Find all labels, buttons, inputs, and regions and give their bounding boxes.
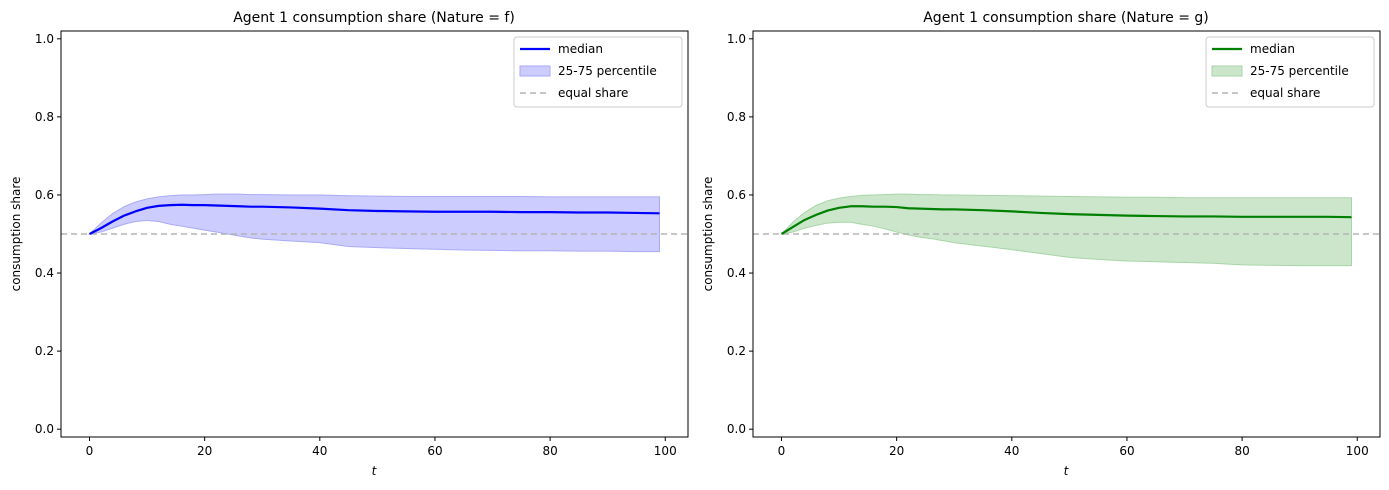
y-tick-label: 0.2 <box>35 344 54 358</box>
legend-median-label: median <box>1250 42 1295 56</box>
y-tick-label: 0.0 <box>35 422 54 436</box>
plot-layer <box>61 193 688 253</box>
x-tick-label: 60 <box>1119 444 1134 458</box>
legend-median-label: median <box>558 42 603 56</box>
plot-layer <box>753 193 1380 267</box>
subplot-nature-g: Agent 1 consumption share (Nature = g) 0… <box>701 10 1381 478</box>
y-tick-label: 0.6 <box>727 188 746 202</box>
percentile-band <box>87 193 660 253</box>
legend-band-label: 25-75 percentile <box>558 64 657 78</box>
median-line <box>89 203 660 235</box>
percentile-band <box>780 193 1352 267</box>
y-tick-label: 1.0 <box>35 32 54 46</box>
legend-equal-share-label: equal share <box>558 86 628 100</box>
x-tick-label: 40 <box>312 444 327 458</box>
x-tick-label: 20 <box>889 444 904 458</box>
y-tick-label: 0.8 <box>35 110 54 124</box>
plot-frame <box>60 30 689 438</box>
ticks-layer: 0 20 40 60 80 100 0.0 0.2 0.4 0.6 0.8 1.0 <box>727 32 1369 458</box>
chart-title: Agent 1 consumption share (Nature = f) <box>233 10 515 26</box>
y-axis-label: consumption share <box>701 177 715 292</box>
legend-band-label: 25-75 percentile <box>1250 64 1349 78</box>
y-tick-label: 0.4 <box>727 266 746 280</box>
x-tick-label: 20 <box>197 444 212 458</box>
legend-frame <box>1205 36 1375 108</box>
median-line <box>780 205 1352 235</box>
x-tick-label: 80 <box>1234 444 1249 458</box>
y-tick-label: 0.4 <box>35 266 54 280</box>
y-tick-label: 0.6 <box>35 188 54 202</box>
y-tick-label: 0.2 <box>727 344 746 358</box>
legend-equal-share-label: equal share <box>1250 86 1320 100</box>
ticks-layer: 0 20 40 60 80 100 0.0 0.2 0.4 0.6 0.8 1.0 <box>35 32 677 458</box>
legend: median 25-75 percentile equal share <box>513 36 683 108</box>
x-tick-label: 100 <box>654 444 677 458</box>
y-tick-label: 0.8 <box>727 110 746 124</box>
legend-band-swatch <box>1211 65 1243 77</box>
x-tick-label: 60 <box>427 444 442 458</box>
chart-title: Agent 1 consumption share (Nature = g) <box>923 10 1209 26</box>
x-tick-label: 80 <box>542 444 557 458</box>
x-tick-label: 100 <box>1346 444 1369 458</box>
x-tick-label: 40 <box>1004 444 1019 458</box>
x-axis-label: t <box>372 464 378 478</box>
x-tick-label: 0 <box>778 444 786 458</box>
legend-band-swatch <box>519 65 551 77</box>
y-tick-label: 0.0 <box>727 422 746 436</box>
subplot-nature-f: Agent 1 consumption share (Nature = f) 0… <box>9 10 689 478</box>
plot-frame <box>752 30 1381 438</box>
x-tick-label: 0 <box>86 444 94 458</box>
x-axis-label: t <box>1064 464 1070 478</box>
y-axis-label: consumption share <box>9 177 23 292</box>
legend: median 25-75 percentile equal share <box>1205 36 1375 108</box>
y-tick-label: 1.0 <box>727 32 746 46</box>
legend-frame <box>513 36 683 108</box>
